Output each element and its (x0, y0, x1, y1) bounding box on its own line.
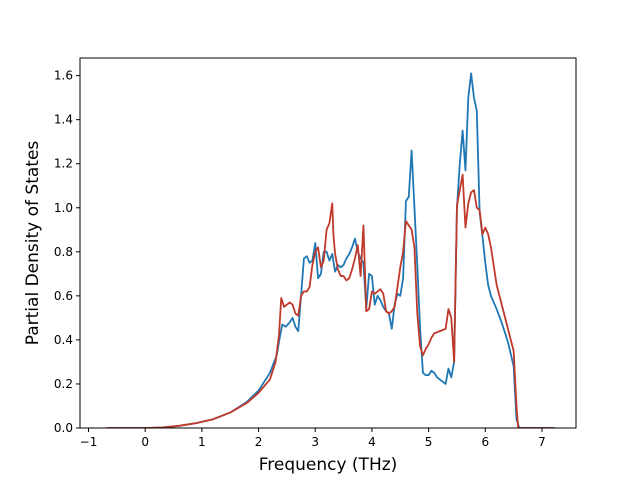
plot-frame (79, 57, 577, 429)
x-tick-label: 6 (481, 435, 489, 449)
x-tick-label: −1 (80, 435, 98, 449)
y-tick-label: 0.4 (54, 333, 73, 347)
y-axis-label: Partial Density of States (23, 141, 43, 346)
y-tick-label: 0.6 (54, 289, 73, 303)
y-tick-label: 1.0 (54, 201, 73, 215)
y-tick-label: 1.4 (54, 113, 73, 127)
series-line-1 (106, 72, 555, 428)
y-tick-label: 0.0 (54, 421, 73, 435)
x-tick-label: 2 (255, 435, 263, 449)
y-tick-label: 0.8 (54, 245, 73, 259)
x-tick-label: 7 (538, 435, 546, 449)
series-line-2 (106, 173, 555, 428)
x-tick-label: 1 (198, 435, 206, 449)
y-tick-label: 0.2 (54, 377, 73, 391)
x-tick-label: 3 (311, 435, 319, 449)
x-tick-label: 0 (141, 435, 149, 449)
y-tick-label: 1.6 (54, 69, 73, 83)
y-axis: 0.0 0.2 0.4 0.6 0.8 1.0 1.2 1.4 1.6 (54, 69, 80, 435)
x-tick-label: 4 (368, 435, 376, 449)
x-axis-label: Frequency (THz) (259, 455, 398, 475)
x-tick-label: 5 (425, 435, 433, 449)
y-tick-label: 1.2 (54, 157, 73, 171)
series-layer (106, 72, 555, 428)
x-axis: −1 0 1 2 3 4 5 6 7 (80, 428, 546, 449)
